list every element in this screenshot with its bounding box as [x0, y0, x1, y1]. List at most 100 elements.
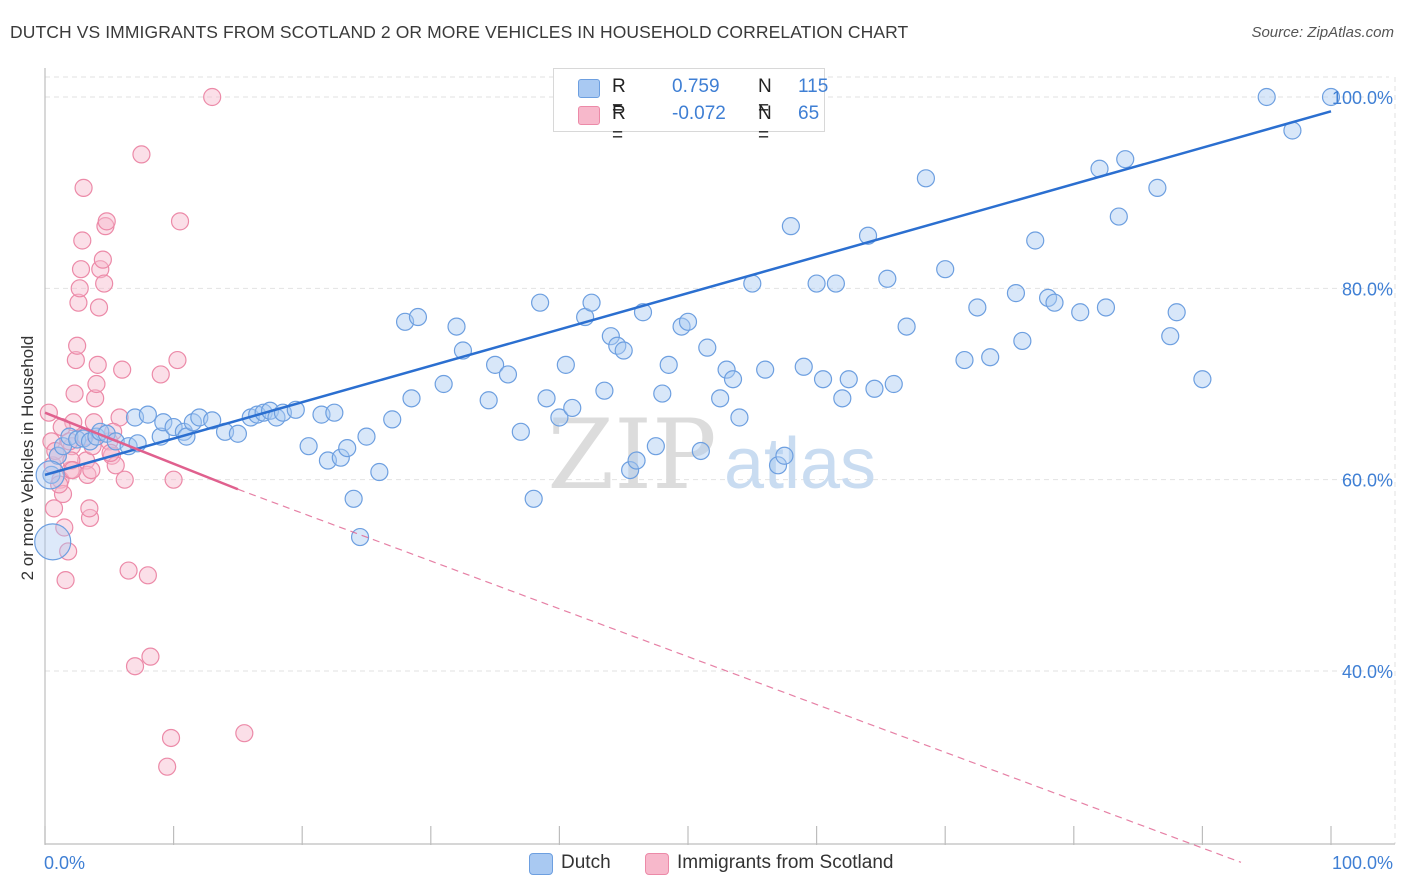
- scotland-point: [141, 647, 160, 666]
- scotland-point: [71, 260, 91, 279]
- scotland-point: [86, 389, 105, 408]
- dutch-point: [402, 389, 421, 408]
- dutch-point: [138, 405, 157, 424]
- scotland-point: [80, 499, 99, 518]
- dutch-point: [1071, 303, 1090, 322]
- dutch-point: [1321, 87, 1341, 107]
- dutch-point: [1167, 303, 1186, 322]
- scotland-point: [69, 293, 88, 312]
- dutch-point: [981, 348, 1000, 367]
- scotland-point: [68, 336, 87, 355]
- dutch-point: [498, 365, 518, 384]
- dutch-point: [646, 437, 665, 456]
- scotland-point: [74, 178, 93, 197]
- dutch-point: [614, 341, 633, 360]
- x-tick-label-start: 0.0%: [44, 853, 85, 873]
- dutch-point: [338, 438, 357, 458]
- dutch-point: [653, 384, 672, 403]
- scotland-point: [113, 360, 132, 379]
- dutch-point: [595, 381, 614, 400]
- legend-swatch-dutch: [578, 79, 600, 98]
- dutch-point: [447, 317, 466, 336]
- dutch-point: [524, 489, 543, 508]
- dutch-point: [228, 424, 247, 443]
- dutch-point: [955, 350, 974, 370]
- scotland-point: [95, 274, 114, 293]
- dutch-point: [1006, 284, 1026, 303]
- dutch-point: [711, 389, 730, 408]
- scotland-point: [161, 728, 181, 748]
- series-scotland-points: [39, 87, 254, 776]
- scotland-point: [80, 508, 100, 528]
- dutch-point: [621, 461, 640, 480]
- dutch-point: [813, 370, 833, 389]
- dutch-point: [839, 370, 858, 389]
- y-tick-label: 100.0%: [1332, 88, 1393, 108]
- dutch-point: [678, 312, 698, 331]
- scotland-point: [132, 145, 151, 164]
- dutch-point: [511, 422, 530, 441]
- scotland-point: [125, 657, 145, 676]
- dutch-point: [1013, 331, 1032, 351]
- dutch-point: [756, 360, 775, 379]
- dutch-point: [1096, 298, 1116, 317]
- scotland-point: [88, 355, 107, 374]
- dutch-point: [370, 462, 389, 482]
- dutch-point: [479, 391, 498, 410]
- y-tick-label: 60.0%: [1342, 471, 1393, 491]
- scotland-point: [168, 350, 187, 370]
- dutch-point: [164, 417, 183, 437]
- legend-n-label: N =: [758, 76, 772, 119]
- legend-r-value: -0.072: [672, 103, 726, 124]
- y-tick-label: 80.0%: [1342, 279, 1393, 299]
- scotland-point: [87, 374, 106, 394]
- dutch-point: [357, 427, 376, 446]
- dutch-point: [1148, 178, 1167, 197]
- dutch-point: [807, 274, 826, 293]
- scotland-point: [164, 470, 183, 489]
- dutch-point: [826, 274, 845, 293]
- tick-labels: 40.0% 60.0% 80.0% 100.0% 0.0% 100.0%: [44, 88, 1393, 873]
- scotland-point: [56, 571, 75, 590]
- scotland-point: [89, 298, 109, 317]
- dutch-point: [717, 360, 736, 379]
- dutch-point-large: [34, 523, 72, 561]
- scotland-point: [66, 350, 85, 370]
- watermark-atlas: atlas: [724, 424, 876, 504]
- scotland-point: [170, 212, 190, 231]
- dutch-point: [1026, 231, 1045, 250]
- scotland-point: [97, 212, 116, 231]
- bottom-legend-swatch-scotland: [645, 853, 669, 875]
- scotland-point: [151, 365, 170, 384]
- bottom-legend-label-dutch: Dutch: [561, 852, 611, 873]
- scotland-point: [138, 566, 157, 585]
- dutch-point: [331, 448, 350, 467]
- dutch-trend-line: [44, 110, 1332, 477]
- y-axis-label: 2 or more Vehicles in Household: [18, 335, 37, 581]
- scotland-point: [39, 403, 58, 422]
- legend-r-value: 0.759: [672, 76, 720, 97]
- dutch-point: [1116, 150, 1135, 169]
- scotland-trend-line: [44, 411, 239, 491]
- scotland-point: [119, 561, 138, 580]
- chart-title: DUTCH VS IMMIGRANTS FROM SCOTLAND 2 OR M…: [10, 22, 909, 42]
- scotland-point: [235, 724, 254, 743]
- dutch-point: [1161, 327, 1180, 346]
- dutch-point-large: [35, 460, 65, 490]
- dutch-point: [698, 338, 717, 357]
- dutch-point: [408, 307, 428, 327]
- dutch-point: [768, 456, 788, 475]
- dutch-point: [691, 441, 710, 461]
- dutch-point: [884, 374, 903, 394]
- dutch-point: [344, 489, 363, 508]
- legend-r-label: R =: [612, 76, 626, 119]
- legend-r-label: R =: [612, 103, 626, 146]
- dutch-point: [936, 260, 955, 279]
- scotland-point: [203, 87, 222, 107]
- dutch-point: [563, 398, 582, 418]
- zipatlas-watermark: ZIP atlas: [547, 399, 876, 511]
- watermark-zip: ZIP: [547, 399, 716, 511]
- dutch-point: [325, 403, 344, 422]
- scotland-point: [158, 757, 177, 776]
- source-credit: Source: ZipAtlas.com: [1251, 24, 1394, 41]
